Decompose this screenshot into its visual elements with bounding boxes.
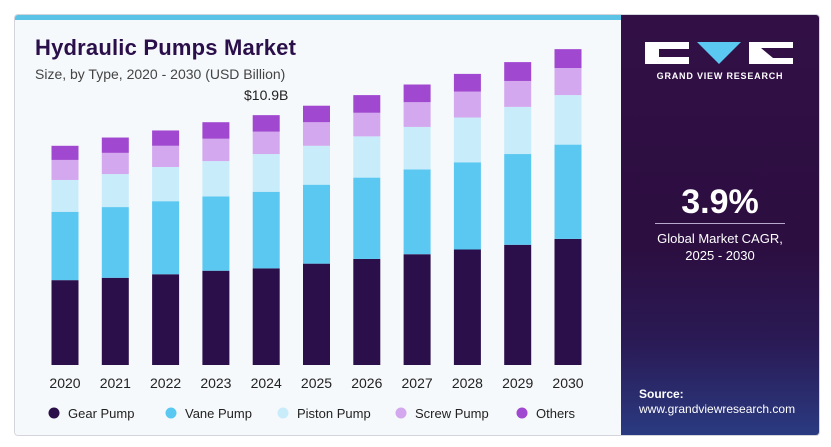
bar-segment-screw-pump-2025 bbox=[303, 122, 330, 146]
bar-segment-screw-pump-2023 bbox=[202, 138, 230, 162]
x-tick-label: 2030 bbox=[552, 375, 583, 391]
bar-segment-screw-pump-2029 bbox=[504, 80, 532, 107]
bar-segment-others-2023 bbox=[202, 122, 230, 139]
chart-subtitle: Size, by Type, 2020 - 2030 (USD Billion) bbox=[35, 66, 286, 82]
legend-marker bbox=[395, 407, 407, 419]
x-tick-label: 2029 bbox=[502, 375, 533, 391]
bar-segment-others-2027 bbox=[403, 84, 431, 103]
bar-segment-piston-pump-2023 bbox=[202, 161, 230, 197]
x-tick-label: 2022 bbox=[150, 375, 181, 391]
data-annotation: $10.9B bbox=[244, 87, 288, 103]
bar-segment-gear-pump-2029 bbox=[504, 244, 532, 365]
grand-view-research-logo bbox=[645, 42, 793, 64]
cagr-label: Global Market CAGR, 2025 - 2030 bbox=[621, 230, 819, 264]
bar-segment-others-2030 bbox=[554, 49, 582, 68]
legend-marker bbox=[48, 407, 60, 419]
x-tick-label: 2025 bbox=[301, 375, 332, 391]
bar-segment-others-2028 bbox=[453, 73, 481, 92]
bar-segment-screw-pump-2026 bbox=[353, 112, 381, 137]
bar-segment-vane-pump-2021 bbox=[101, 207, 129, 278]
accent-bar bbox=[15, 15, 621, 20]
bar-segment-piston-pump-2021 bbox=[101, 174, 129, 208]
bar-segment-vane-pump-2028 bbox=[453, 162, 481, 250]
x-tick-label: 2020 bbox=[49, 375, 80, 391]
cagr-divider bbox=[655, 223, 785, 224]
legend-label: Gear Pump bbox=[68, 406, 134, 421]
bar-segment-vane-pump-2020 bbox=[51, 211, 79, 281]
source-block: Source: www.grandviewresearch.com bbox=[639, 387, 795, 417]
bar-segment-vane-pump-2030 bbox=[554, 144, 582, 239]
bar-segment-gear-pump-2025 bbox=[303, 263, 330, 365]
chart-title: Hydraulic Pumps Market bbox=[35, 35, 297, 60]
bar-segment-piston-pump-2024 bbox=[252, 154, 280, 192]
bar-segment-screw-pump-2028 bbox=[453, 91, 481, 118]
bar-segment-gear-pump-2023 bbox=[202, 270, 230, 365]
bar-segment-gear-pump-2028 bbox=[453, 249, 481, 365]
source-url[interactable]: www.grandviewresearch.com bbox=[639, 402, 796, 416]
bar-segment-vane-pump-2027 bbox=[403, 169, 431, 255]
bar-segment-piston-pump-2025 bbox=[303, 145, 330, 185]
cagr-label-line2: 2025 - 2030 bbox=[685, 248, 755, 263]
bar-segment-piston-pump-2028 bbox=[453, 117, 481, 163]
bar-segment-screw-pump-2024 bbox=[252, 131, 280, 155]
bar-segment-vane-pump-2024 bbox=[252, 191, 280, 269]
side-panel: GRAND VIEW RESEARCH 3.9% Global Market C… bbox=[621, 15, 819, 435]
legend-label: Piston Pump bbox=[297, 406, 371, 421]
bar-segment-vane-pump-2022 bbox=[152, 201, 180, 275]
source-label: Source: bbox=[639, 387, 684, 401]
legend-marker bbox=[516, 407, 528, 419]
stacked-bar-chart: 2020 2021 2022 2023 2024 2025 2026 2027 2028 2029… bbox=[48, 49, 584, 421]
bar-segment-others-2021 bbox=[101, 137, 129, 153]
bar-segment-screw-pump-2030 bbox=[554, 68, 582, 96]
x-tick-label: 2023 bbox=[200, 375, 231, 391]
bar-segment-gear-pump-2021 bbox=[101, 277, 129, 365]
legend-label: Screw Pump bbox=[415, 406, 489, 421]
bar-segment-piston-pump-2026 bbox=[353, 136, 381, 178]
bar-segment-screw-pump-2022 bbox=[152, 145, 180, 167]
x-tick-label: 2027 bbox=[402, 375, 433, 391]
bar-segment-vane-pump-2023 bbox=[202, 196, 230, 271]
x-tick-label: 2024 bbox=[251, 375, 282, 391]
bar-segment-screw-pump-2021 bbox=[101, 152, 129, 175]
legend-marker bbox=[165, 407, 177, 419]
bar-segment-piston-pump-2030 bbox=[554, 95, 582, 145]
bar-segment-others-2022 bbox=[152, 130, 180, 146]
bar-segment-gear-pump-2020 bbox=[51, 280, 79, 365]
bar-segment-vane-pump-2029 bbox=[504, 154, 532, 245]
bar-segment-others-2020 bbox=[51, 145, 79, 160]
bar-segment-screw-pump-2020 bbox=[51, 159, 79, 180]
bar-segment-others-2025 bbox=[303, 105, 330, 123]
cagr-value: 3.9% bbox=[681, 183, 759, 221]
bar-segment-piston-pump-2020 bbox=[51, 179, 79, 212]
legend-label: Vane Pump bbox=[185, 406, 252, 421]
bar-segment-gear-pump-2030 bbox=[554, 238, 582, 365]
legend-marker bbox=[277, 407, 289, 419]
x-tick-label: 2028 bbox=[452, 375, 483, 391]
infographic-card: 2020 2021 2022 2023 2024 2025 2026 2027 2028 2029… bbox=[14, 14, 820, 436]
bar-segment-piston-pump-2027 bbox=[403, 126, 431, 170]
bar-segment-gear-pump-2027 bbox=[403, 254, 431, 365]
bar-segment-vane-pump-2025 bbox=[303, 184, 330, 264]
brand-name: GRAND VIEW RESEARCH bbox=[656, 71, 784, 81]
bar-segment-screw-pump-2027 bbox=[403, 102, 431, 127]
bar-segment-gear-pump-2024 bbox=[252, 268, 280, 365]
bar-segment-gear-pump-2026 bbox=[353, 258, 381, 365]
bar-segment-piston-pump-2029 bbox=[504, 106, 532, 155]
bar-segment-others-2026 bbox=[353, 95, 381, 113]
cagr-label-line1: Global Market CAGR, bbox=[657, 231, 783, 246]
x-tick-label: 2026 bbox=[351, 375, 382, 391]
bar-segment-others-2029 bbox=[504, 62, 532, 81]
bar-segment-others-2024 bbox=[252, 115, 280, 132]
bar-segment-piston-pump-2022 bbox=[152, 167, 180, 202]
bar-segment-vane-pump-2026 bbox=[353, 177, 381, 259]
legend-label: Others bbox=[536, 406, 576, 421]
x-tick-label: 2021 bbox=[100, 375, 131, 391]
bar-segment-gear-pump-2022 bbox=[152, 274, 180, 365]
chart-panel: 2020 2021 2022 2023 2024 2025 2026 2027 2028 2029… bbox=[15, 20, 621, 435]
